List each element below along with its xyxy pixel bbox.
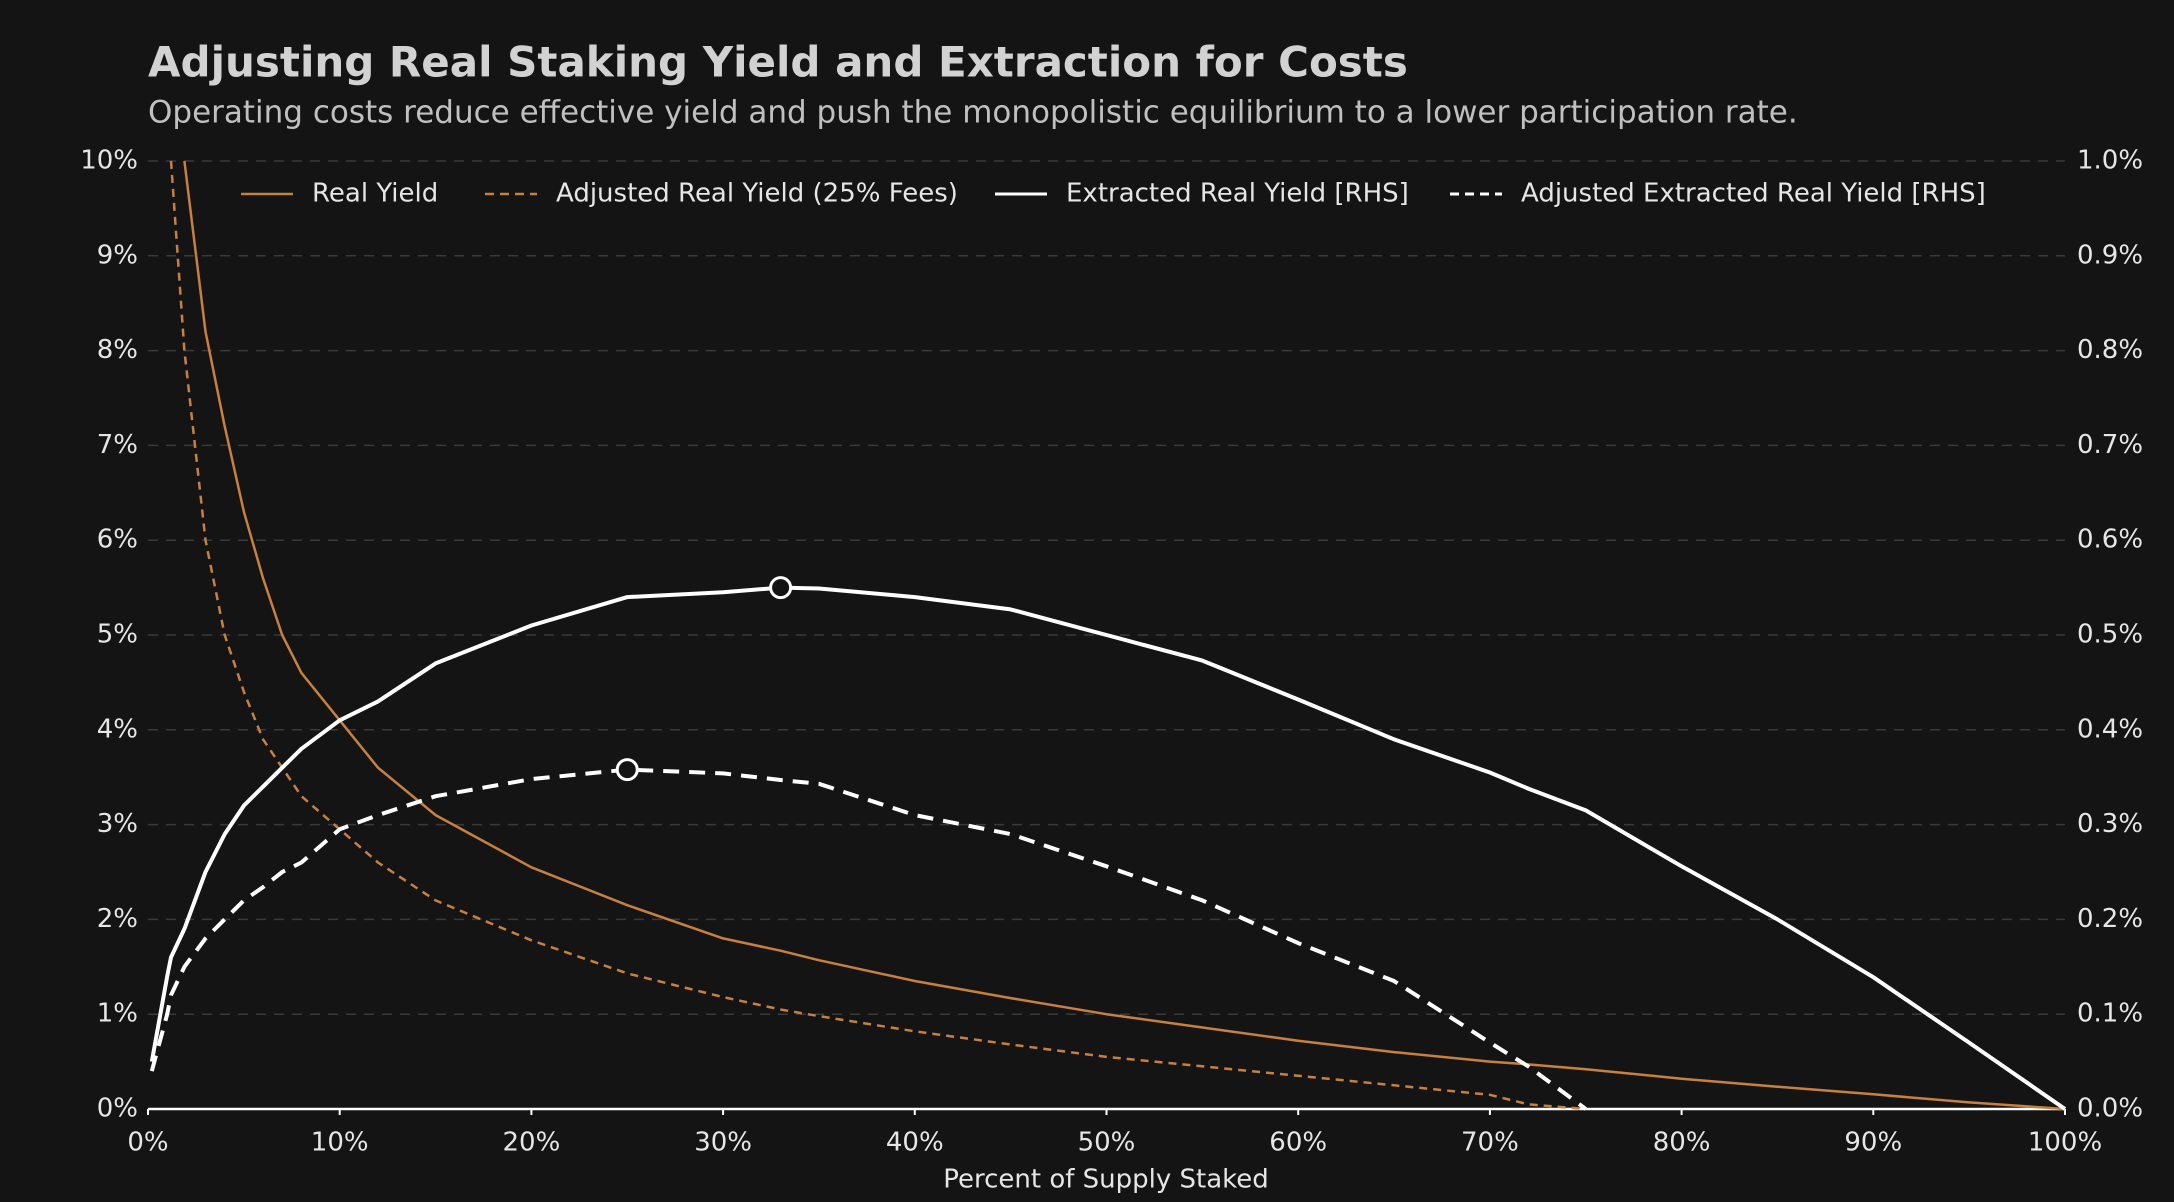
series-line — [183, 160, 2066, 1111]
series-line — [149, 585, 2067, 1111]
y-tick-label: 9% — [97, 240, 138, 270]
x-tick-label: 80% — [1653, 1128, 1711, 1158]
x-axis-label: Percent of Supply Staked — [943, 1165, 1269, 1195]
chart-subtitle: Operating costs reduce effective yield a… — [148, 95, 1798, 131]
peak-marker — [615, 758, 639, 782]
y-tick-label: 2% — [97, 904, 138, 934]
y2-tick-label: 0.8% — [2077, 335, 2143, 365]
y-tick-label: 1% — [97, 999, 138, 1029]
y2-tick-label: 0.0% — [2077, 1094, 2143, 1124]
y2-tick-label: 0.7% — [2077, 430, 2143, 460]
legend-label: Real Yield — [312, 179, 438, 209]
legend-label: Extracted Real Yield [RHS] — [1066, 179, 1409, 209]
y-tick-label: 8% — [97, 335, 138, 365]
y2-tick-label: 0.2% — [2077, 904, 2143, 934]
chart-title: Adjusting Real Staking Yield and Extract… — [148, 38, 1408, 87]
y-tick-label: 5% — [97, 620, 138, 650]
x-tick-label: 40% — [886, 1128, 944, 1158]
x-tick-label: 70% — [1461, 1128, 1519, 1158]
peak-marker — [769, 576, 793, 600]
y-tick-label: 7% — [97, 430, 138, 460]
x-tick-label: 0% — [127, 1128, 168, 1158]
y-tick-label: 0% — [97, 1094, 138, 1124]
x-tick-label: 100% — [2028, 1128, 2102, 1158]
y-tick-label: 4% — [97, 714, 138, 744]
x-tick-label: 60% — [1269, 1128, 1327, 1158]
x-tick-label: 50% — [1078, 1128, 1136, 1158]
x-tick-label: 20% — [503, 1128, 561, 1158]
y-tick-label: 6% — [97, 525, 138, 555]
legend-label: Adjusted Real Yield (25% Fees) — [556, 179, 958, 209]
y2-tick-label: 0.4% — [2077, 714, 2143, 744]
y2-tick-label: 0.1% — [2077, 999, 2143, 1029]
y2-tick-label: 0.6% — [2077, 525, 2143, 555]
legend-label: Adjusted Extracted Real Yield [RHS] — [1521, 179, 1986, 209]
y-tick-label: 10% — [80, 146, 138, 176]
y2-tick-label: 0.9% — [2077, 240, 2143, 270]
y2-tick-label: 1.0% — [2077, 146, 2143, 176]
series-line — [149, 767, 1587, 1111]
x-tick-label: 10% — [311, 1128, 369, 1158]
x-tick-label: 90% — [1844, 1128, 1902, 1158]
x-tick-label: 30% — [694, 1128, 752, 1158]
y2-tick-label: 0.5% — [2077, 620, 2143, 650]
y-tick-label: 3% — [97, 809, 138, 839]
series-line — [169, 160, 1586, 1111]
y2-tick-label: 0.3% — [2077, 809, 2143, 839]
